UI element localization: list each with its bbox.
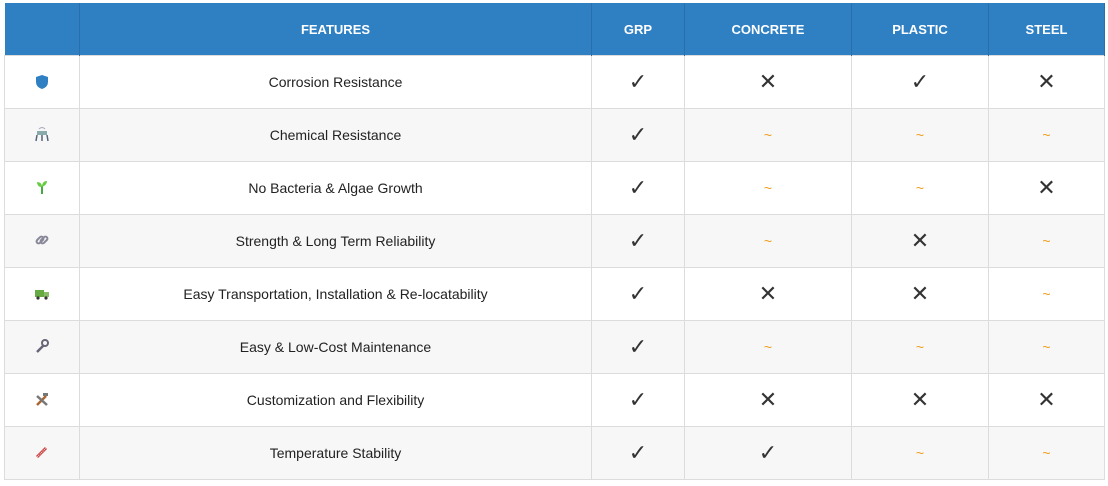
table-row: Chemical Resistance ✓ ~ ~ ~ — [4, 108, 1105, 162]
feature-icon — [35, 289, 49, 300]
feature-icon — [37, 180, 47, 194]
icon-cell — [4, 426, 80, 480]
feature-icon — [36, 74, 48, 89]
icon-cell — [4, 161, 80, 215]
table-header: FEATURES GRP CONCRETE PLASTIC STEEL — [4, 3, 1105, 56]
rating-cell: ✓ — [591, 55, 685, 109]
feature-name: Corrosion Resistance — [79, 55, 592, 109]
rating-cell: ~ — [684, 161, 852, 215]
header-row: FEATURES GRP CONCRETE PLASTIC STEEL — [4, 3, 1105, 56]
rating-cell: ~ — [851, 108, 989, 162]
rating-cell: ~ — [988, 267, 1105, 321]
rating-cell: ✓ — [591, 267, 685, 321]
rating-cell: ✓ — [591, 214, 685, 268]
rating-cell: ✕ — [851, 267, 989, 321]
rating-cell: ~ — [684, 214, 852, 268]
rating-cell: ~ — [988, 426, 1105, 480]
rating-cell: ~ — [988, 214, 1105, 268]
rating-cell: ~ — [851, 426, 989, 480]
feature-name: No Bacteria & Algae Growth — [79, 161, 592, 215]
table-row: Easy Transportation, Installation & Re-l… — [4, 267, 1105, 321]
rating-cell: ✕ — [988, 161, 1105, 215]
icon-cell — [4, 55, 80, 109]
column-header: FEATURES — [79, 3, 592, 56]
rating-cell: ✕ — [684, 373, 852, 427]
icon-cell — [4, 267, 80, 321]
rating-cell: ~ — [851, 320, 989, 374]
rating-cell: ~ — [684, 108, 852, 162]
comparison-table: FEATURES GRP CONCRETE PLASTIC STEEL Corrosio… — [4, 3, 1105, 480]
icon-cell — [4, 373, 80, 427]
icon-cell — [4, 214, 80, 268]
column-header: CONCRETE — [684, 3, 852, 56]
column-header: GRP — [591, 3, 685, 56]
feature-name: Easy Transportation, Installation & Re-l… — [79, 267, 592, 321]
rating-cell: ✓ — [591, 426, 685, 480]
feature-name: Chemical Resistance — [79, 108, 592, 162]
feature-name: Customization and Flexibility — [79, 373, 592, 427]
feature-name: Temperature Stability — [79, 426, 592, 480]
feature-icon — [35, 235, 49, 244]
rating-cell: ✕ — [851, 214, 989, 268]
rating-cell: ✕ — [988, 373, 1105, 427]
rating-cell: ✓ — [591, 161, 685, 215]
icon-header — [4, 3, 80, 56]
rating-cell: ✓ — [684, 426, 852, 480]
rating-cell: ✕ — [988, 55, 1105, 109]
rating-cell: ✓ — [851, 55, 989, 109]
table-row: Temperature Stability ✓ ✓ ~ ~ — [4, 426, 1105, 480]
rating-cell: ~ — [851, 161, 989, 215]
table-body: Corrosion Resistance ✓ ✕ ✓ ✕ Chemical Resista… — [4, 55, 1105, 480]
table-row: Corrosion Resistance ✓ ✕ ✓ ✕ — [4, 55, 1105, 109]
icon-cell — [4, 320, 80, 374]
icon-cell — [4, 108, 80, 162]
rating-cell: ✓ — [591, 320, 685, 374]
rating-cell: ✕ — [684, 267, 852, 321]
feature-name: Strength & Long Term Reliability — [79, 214, 592, 268]
column-header: PLASTIC — [851, 3, 989, 56]
rating-cell: ✕ — [684, 55, 852, 109]
feature-icon — [35, 446, 48, 458]
rating-cell: ~ — [684, 320, 852, 374]
rating-cell: ~ — [988, 108, 1105, 162]
rating-cell: ✓ — [591, 108, 685, 162]
feature-icon — [36, 338, 49, 353]
rating-cell: ~ — [988, 320, 1105, 374]
feature-name: Easy & Low-Cost Maintenance — [79, 320, 592, 374]
feature-icon — [35, 126, 49, 141]
column-header: STEEL — [988, 3, 1105, 56]
table-row: Strength & Long Term Reliability ✓ ~ ✕ ~ — [4, 214, 1105, 268]
feature-icon — [36, 392, 48, 406]
rating-cell: ✕ — [851, 373, 989, 427]
rating-cell: ✓ — [591, 373, 685, 427]
table-row: Customization and Flexibility ✓ ✕ ✕ ✕ — [4, 373, 1105, 427]
table-row: Easy & Low-Cost Maintenance ✓ ~ ~ ~ — [4, 320, 1105, 374]
table-row: No Bacteria & Algae Growth ✓ ~ ~ ✕ — [4, 161, 1105, 215]
